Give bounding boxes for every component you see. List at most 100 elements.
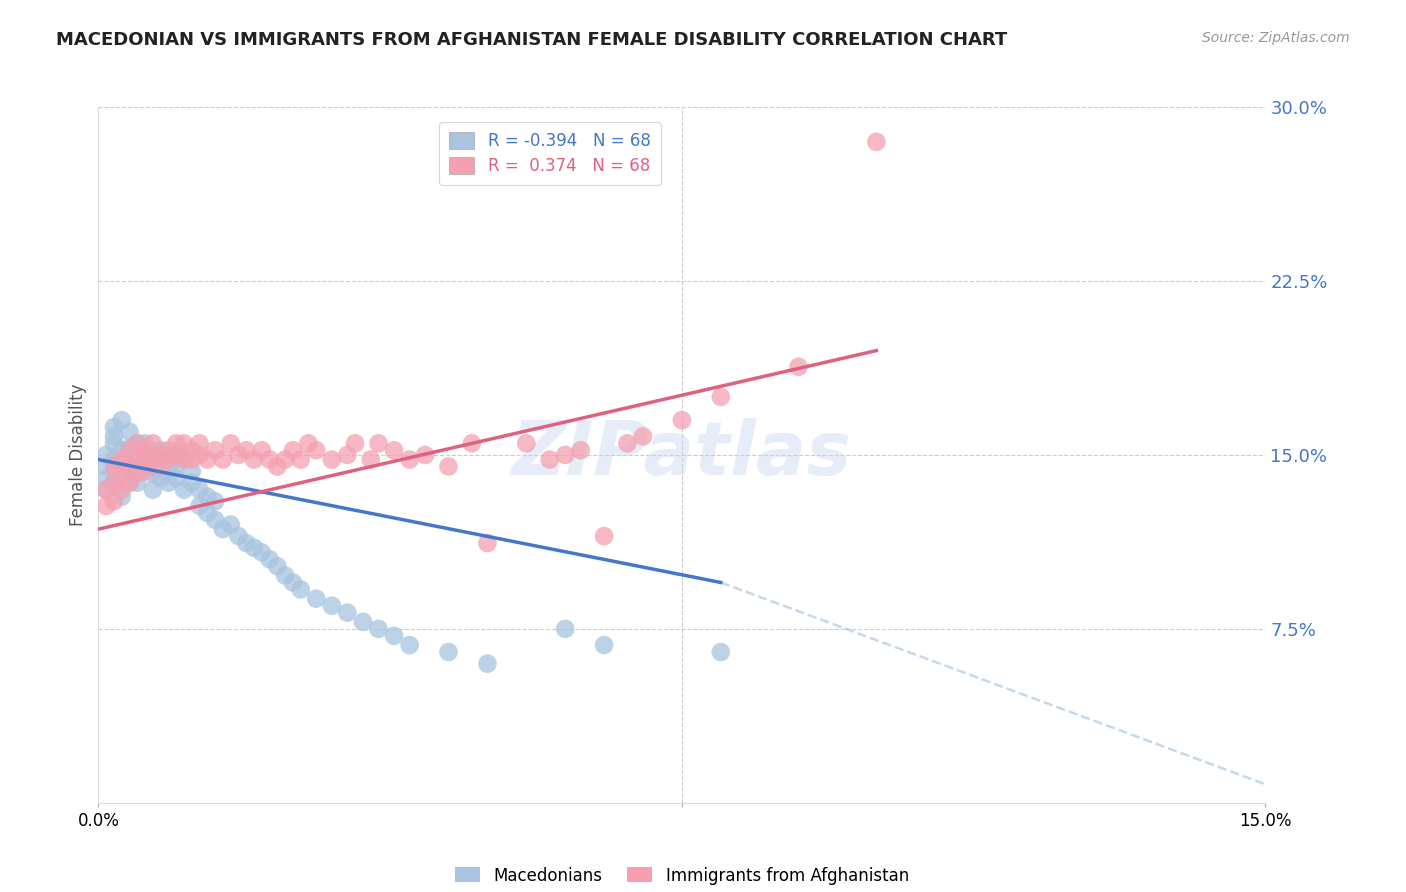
Point: [96, 483, 118, 497]
Point: [118, 459, 141, 474]
Legend: Macedonians, Immigrants from Afghanistan: Macedonians, Immigrants from Afghanistan: [449, 860, 915, 891]
Point: [243, 541, 266, 555]
Point: [710, 645, 733, 659]
Point: [360, 452, 382, 467]
Point: [382, 629, 405, 643]
Point: [142, 452, 165, 467]
Point: [134, 459, 156, 474]
Point: [103, 459, 125, 474]
Point: [593, 529, 616, 543]
Point: [111, 452, 134, 467]
Point: [134, 448, 156, 462]
Point: [228, 448, 250, 462]
Point: [118, 441, 141, 455]
Point: [398, 452, 420, 467]
Point: [180, 464, 202, 478]
Point: [281, 575, 304, 590]
Point: [165, 448, 187, 462]
Point: [127, 452, 149, 467]
Point: [336, 606, 359, 620]
Point: [413, 448, 436, 462]
Point: [111, 490, 134, 504]
Point: [274, 568, 297, 582]
Point: [165, 471, 187, 485]
Point: [111, 413, 134, 427]
Point: [515, 436, 537, 450]
Point: [134, 443, 156, 458]
Point: [142, 436, 165, 450]
Point: [204, 443, 226, 458]
Point: [149, 443, 172, 458]
Point: [157, 459, 180, 474]
Point: [111, 443, 134, 458]
Point: [195, 490, 218, 504]
Point: [111, 483, 134, 497]
Point: [204, 513, 226, 527]
Point: [96, 499, 118, 513]
Point: [266, 559, 288, 574]
Point: [165, 459, 187, 474]
Point: [477, 536, 499, 550]
Point: [212, 522, 235, 536]
Point: [281, 443, 304, 458]
Point: [173, 483, 195, 497]
Point: [134, 436, 156, 450]
Point: [188, 499, 211, 513]
Point: [165, 448, 187, 462]
Point: [865, 135, 887, 149]
Point: [787, 359, 810, 374]
Point: [367, 436, 389, 450]
Point: [118, 459, 141, 474]
Point: [554, 448, 576, 462]
Point: [235, 536, 257, 550]
Point: [437, 459, 460, 474]
Point: [118, 443, 141, 458]
Point: [103, 475, 125, 490]
Text: Source: ZipAtlas.com: Source: ZipAtlas.com: [1202, 31, 1350, 45]
Point: [96, 471, 118, 485]
Point: [157, 443, 180, 458]
Point: [477, 657, 499, 671]
Point: [134, 464, 156, 478]
Text: MACEDONIAN VS IMMIGRANTS FROM AFGHANISTAN FEMALE DISABILITY CORRELATION CHART: MACEDONIAN VS IMMIGRANTS FROM AFGHANISTA…: [56, 31, 1008, 49]
Point: [127, 452, 149, 467]
Point: [96, 448, 118, 462]
Point: [538, 452, 561, 467]
Point: [569, 443, 592, 458]
Point: [142, 452, 165, 467]
Point: [631, 429, 654, 443]
Point: [195, 452, 218, 467]
Point: [290, 452, 312, 467]
Point: [103, 420, 125, 434]
Point: [290, 582, 312, 597]
Point: [180, 452, 202, 467]
Point: [165, 436, 187, 450]
Point: [103, 429, 125, 443]
Point: [266, 459, 288, 474]
Point: [195, 506, 218, 520]
Point: [96, 459, 118, 474]
Point: [111, 467, 134, 481]
Point: [259, 452, 281, 467]
Point: [118, 425, 141, 439]
Point: [118, 475, 141, 490]
Point: [243, 452, 266, 467]
Point: [127, 467, 149, 481]
Point: [173, 436, 195, 450]
Point: [461, 436, 484, 450]
Point: [367, 622, 389, 636]
Point: [593, 638, 616, 652]
Point: [321, 452, 343, 467]
Point: [134, 452, 156, 467]
Point: [149, 459, 172, 474]
Point: [297, 436, 319, 450]
Point: [180, 475, 202, 490]
Point: [103, 452, 125, 467]
Point: [228, 529, 250, 543]
Point: [219, 517, 242, 532]
Point: [344, 436, 367, 450]
Point: [235, 443, 257, 458]
Point: [710, 390, 733, 404]
Point: [157, 475, 180, 490]
Point: [305, 443, 328, 458]
